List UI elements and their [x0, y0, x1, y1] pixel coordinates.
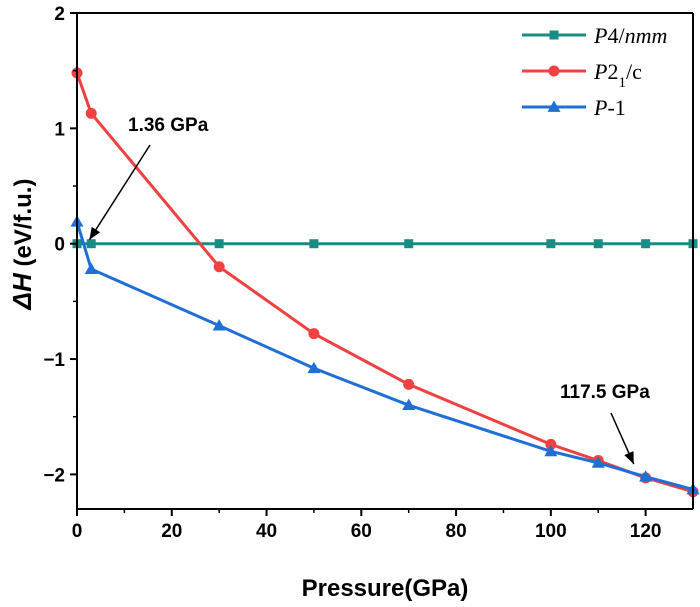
data-point-0-6 — [593, 239, 603, 249]
data-point-2-7 — [639, 470, 653, 482]
data-point-0-5 — [546, 239, 556, 249]
legend-label-part: nmm — [625, 23, 668, 48]
data-point-0-3 — [309, 239, 319, 249]
annotation-arrowhead-1 — [624, 451, 634, 465]
data-point-2-1 — [84, 262, 98, 274]
y-axis-title-symbol: ΔH — [7, 272, 37, 310]
legend-label-1: P21/c — [593, 59, 642, 91]
y-tick-label-2: 0 — [54, 235, 65, 256]
annotation-arrow-0 — [88, 144, 151, 241]
legend-label-part: P — [593, 95, 607, 120]
series-2 — [70, 215, 700, 495]
data-point-1-3 — [308, 328, 320, 340]
x-tick-label-6: 120 — [630, 521, 662, 542]
legend-label-part: -1 — [607, 95, 625, 120]
data-point-1-2 — [213, 261, 225, 273]
annotation-label-0: 1.36 GPa — [128, 115, 209, 136]
y-tick-label-1: 1 — [54, 119, 65, 140]
x-tick-label-3: 60 — [351, 521, 372, 542]
annotation-arrowhead-0 — [89, 226, 101, 240]
data-point-2-3 — [307, 361, 321, 374]
x-tick-label-5: 100 — [535, 521, 567, 542]
x-tick-label-4: 80 — [446, 521, 467, 542]
legend-marker-1 — [548, 65, 560, 77]
legend-label-part: 4/ — [607, 23, 625, 48]
x-tick-label-0: 0 — [72, 521, 83, 542]
x-tick-label-1: 20 — [161, 521, 182, 542]
data-point-1-4 — [403, 378, 415, 390]
x-axis-title: Pressure(GPa) — [302, 575, 469, 602]
data-point-0-1 — [86, 239, 96, 249]
series-0 — [72, 239, 698, 249]
legend-marker-0 — [549, 30, 559, 40]
annotations-layer: 1.36 GPa 117.5 GPa — [88, 115, 650, 465]
data-point-2-6 — [591, 456, 605, 468]
y-axis-title: ΔH (eV/f.u.) — [7, 179, 37, 311]
legend-label-part: /c — [626, 59, 642, 84]
y-tick-label-4: −2 — [43, 465, 65, 486]
annotation-label-1: 117.5 GPa — [560, 382, 650, 403]
series-line-2 — [75, 221, 694, 491]
data-point-2-5 — [544, 444, 558, 457]
legend-entry-2: P-1 — [522, 95, 626, 120]
data-point-0-7 — [641, 239, 651, 249]
legend-entry-1: P21/c — [522, 59, 642, 91]
legend-label-part: 2 — [607, 59, 618, 84]
legend-label-2: P-1 — [593, 95, 626, 120]
legend-marker-2 — [547, 100, 561, 112]
legend-label-0: P4/nmm — [593, 23, 667, 48]
legend-label-part: 1 — [618, 75, 626, 91]
y-tick-label-0: 2 — [54, 4, 65, 25]
data-point-2-2 — [212, 319, 226, 331]
legend-entry-0: P4/nmm — [522, 23, 667, 48]
legend-label-part: P — [593, 23, 607, 48]
data-point-1-5 — [545, 438, 557, 450]
data-point-2-4 — [402, 398, 416, 411]
data-point-0-2 — [214, 239, 224, 249]
x-tick-label-2: 40 — [256, 521, 277, 542]
data-point-0-4 — [404, 239, 414, 249]
y-axis-title-unit: (eV/f.u.) — [10, 179, 37, 274]
data-point-1-1 — [85, 107, 97, 119]
legend-label-part: P — [593, 59, 607, 84]
y-tick-label-3: −1 — [43, 350, 65, 371]
